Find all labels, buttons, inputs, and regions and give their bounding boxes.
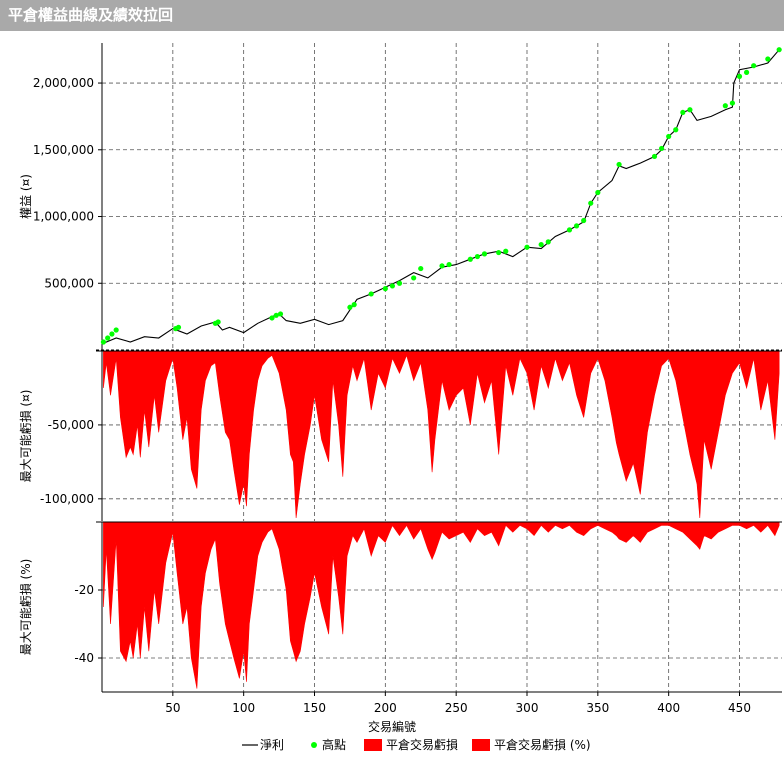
peak-point (687, 107, 693, 113)
legend-label: 平倉交易虧損 (386, 737, 458, 752)
peak-point (481, 251, 488, 257)
peak-point (524, 244, 530, 250)
peak-point (269, 315, 275, 321)
drawdown-area (103, 350, 780, 519)
y-tick-label: 1,000,000 (33, 210, 94, 224)
y-axis-label: 最大可能虧損 (¤) (18, 390, 33, 483)
y-tick-label: 2,000,000 (33, 76, 94, 90)
peak-point (595, 189, 601, 196)
peak-point (347, 304, 353, 310)
peak-point (545, 239, 551, 245)
peak-point (175, 324, 182, 330)
y-tick-label: -100,000 (40, 492, 94, 506)
peak-point (651, 153, 658, 160)
peak-point (113, 327, 119, 333)
peak-point (573, 223, 580, 229)
peak-point (109, 331, 115, 337)
x-tick-label: 50 (165, 701, 180, 715)
y-tick-label: 1,500,000 (33, 143, 94, 157)
x-tick-label: 300 (516, 701, 539, 715)
chart-panel: 500,000 1,000,000 1,500,000 2,000,000 權益 (¤)… (0, 31, 784, 763)
peak-point (439, 263, 445, 269)
x-axis: 50 100 150 200 250 300 350 400 450 交易編號 (102, 691, 782, 734)
peak-point (673, 127, 679, 133)
equity-drawdown-chart: 500,000 1,000,000 1,500,000 2,000,000 權益 (¤)… (18, 43, 782, 752)
net-profit-line (103, 49, 780, 344)
peak-point (467, 256, 473, 262)
peak-point (105, 335, 111, 341)
peak-point (503, 248, 509, 254)
peak-point (382, 286, 388, 292)
peak-point (722, 103, 728, 109)
peak-point (566, 227, 573, 233)
peak-point (496, 249, 502, 256)
peak-point (418, 265, 424, 272)
x-tick-label: 350 (586, 701, 609, 715)
y-tick-label: -40 (74, 651, 94, 665)
x-tick-label: 200 (374, 701, 397, 715)
y-tick-label: -50,000 (48, 418, 94, 432)
drawdown-percent-panel: -20 -40 最大可能虧損 (%) (18, 521, 782, 692)
y-tick-label: 500,000 (44, 276, 94, 290)
x-tick-label: 450 (728, 701, 751, 715)
x-tick-label: 250 (445, 701, 468, 715)
peak-point (680, 109, 686, 116)
legend: 淨利 高點 平倉交易虧損 平倉交易虧損 (%) (242, 737, 591, 752)
y-axis-label: 權益 (¤) (19, 174, 33, 219)
x-axis-label: 交易編號 (368, 719, 416, 734)
window-title: 平倉權益曲線及績效拉回 (0, 0, 784, 31)
legend-swatch-dot (311, 742, 317, 748)
peak-point (581, 217, 587, 224)
y-tick-label: -20 (74, 583, 94, 597)
drawdown-area (103, 521, 780, 689)
peak-point (215, 319, 221, 325)
peak-point (729, 100, 736, 106)
peak-point (277, 311, 284, 317)
x-tick-label: 150 (303, 701, 326, 715)
legend-label: 平倉交易虧損 (%) (494, 737, 591, 752)
peak-point (351, 302, 357, 308)
y-axis-label: 最大可能虧損 (%) (18, 559, 33, 656)
peak-point (273, 312, 279, 318)
peak-point (396, 280, 403, 286)
legend-swatch-box (472, 739, 490, 751)
peak-point (446, 261, 452, 268)
equity-panel: 500,000 1,000,000 1,500,000 2,000,000 權益 (¤) (19, 43, 782, 351)
x-tick-label: 100 (232, 701, 255, 715)
peak-point (100, 339, 107, 345)
peak-point (666, 133, 672, 140)
peak-point (658, 145, 665, 152)
peak-point (743, 69, 750, 75)
peak-point (474, 253, 481, 260)
legend-swatch-box (364, 739, 382, 751)
peak-point (616, 161, 622, 168)
peak-point (765, 56, 771, 62)
x-tick-label: 400 (657, 701, 680, 715)
legend-label: 淨利 (260, 738, 284, 752)
peak-point (588, 200, 594, 206)
peak-point (411, 275, 417, 281)
peak-point (736, 73, 743, 79)
peak-point (751, 63, 757, 69)
peak-point (368, 291, 374, 297)
peak-point (389, 283, 396, 289)
drawdown-amount-panel: -50,000 -100,000 最大可能虧損 (¤) (18, 350, 782, 521)
peak-point (776, 47, 782, 53)
legend-label: 高點 (322, 737, 346, 752)
peak-point (538, 241, 544, 248)
